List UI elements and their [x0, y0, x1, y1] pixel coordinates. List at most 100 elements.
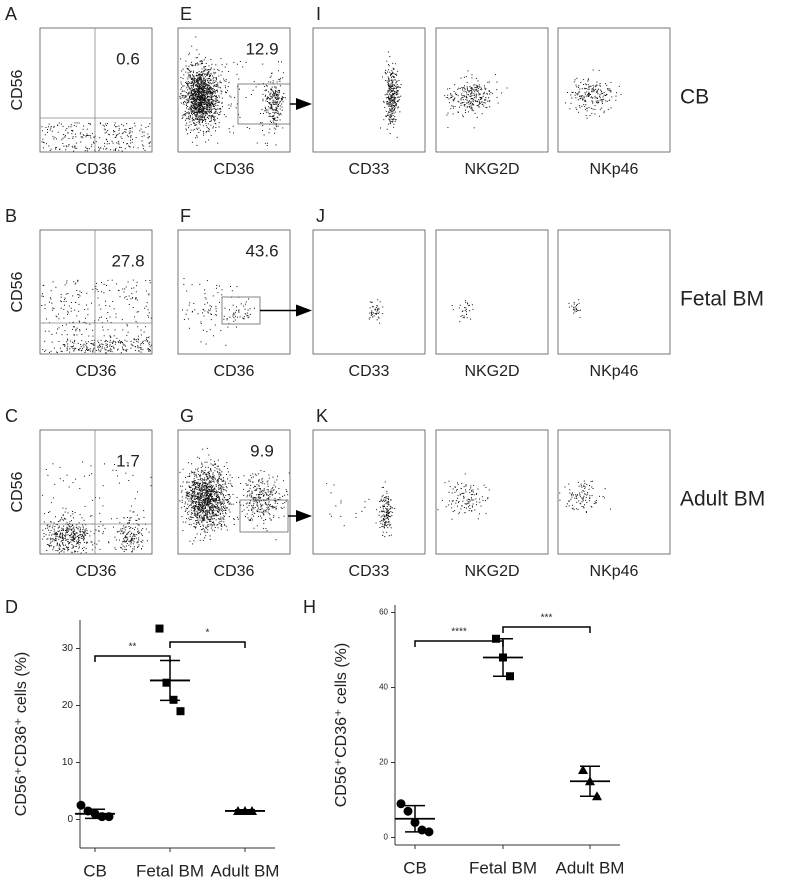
event-dot	[394, 108, 396, 109]
event-dot	[141, 548, 142, 550]
event-dot	[460, 98, 462, 100]
event-dot	[385, 72, 387, 74]
event-dot	[394, 98, 396, 100]
event-dot	[477, 80, 479, 82]
event-dot	[464, 307, 466, 309]
event-dot	[225, 344, 227, 346]
event-dot	[196, 107, 198, 109]
event-dot	[126, 334, 128, 336]
event-dot	[392, 111, 394, 113]
event-dot	[131, 141, 133, 143]
event-dot	[193, 89, 195, 91]
event-dot	[86, 128, 88, 130]
event-dot	[590, 97, 592, 99]
event-dot	[390, 106, 392, 107]
event-dot	[200, 95, 201, 97]
event-dot	[42, 529, 44, 531]
event-dot	[391, 79, 393, 81]
event-dot	[186, 83, 188, 85]
event-dot	[59, 347, 61, 349]
event-dot	[484, 99, 485, 101]
event-dot	[214, 100, 216, 102]
event-dot	[195, 96, 197, 98]
event-dot	[74, 533, 76, 535]
event-dot	[72, 295, 74, 297]
event-dot	[270, 75, 272, 77]
event-dot	[68, 145, 70, 147]
event-dot	[193, 75, 195, 77]
event-dot	[273, 119, 275, 120]
event-dot	[274, 100, 276, 102]
event-dot	[204, 496, 206, 498]
event-dot	[96, 543, 98, 545]
event-dot	[207, 312, 209, 314]
event-dot	[194, 506, 196, 508]
event-dot	[191, 112, 193, 114]
event-dot	[91, 133, 93, 135]
event-dot	[388, 98, 390, 100]
event-dot	[60, 294, 62, 295]
event-dot	[275, 103, 277, 105]
event-cloud	[42, 461, 152, 554]
event-dot	[76, 532, 78, 534]
event-dot	[106, 345, 108, 347]
event-dot	[191, 500, 193, 502]
event-dot	[273, 94, 275, 96]
event-dot	[116, 517, 118, 519]
event-dot	[199, 515, 200, 517]
event-dot	[116, 126, 118, 128]
event-dot	[466, 94, 468, 96]
event-dot	[114, 130, 116, 132]
event-dot	[395, 87, 397, 89]
event-dot	[207, 102, 209, 104]
event-dot	[205, 91, 207, 93]
event-dot	[231, 290, 233, 292]
event-dot	[391, 74, 392, 75]
event-dot	[389, 71, 391, 73]
event-dot	[197, 111, 199, 113]
event-dot	[61, 540, 63, 541]
event-dot	[74, 309, 76, 311]
event-dot	[66, 334, 68, 336]
event-dot	[188, 481, 190, 483]
event-dot	[205, 515, 207, 517]
event-dot	[197, 492, 199, 494]
event-dot	[580, 82, 582, 83]
event-dot	[75, 125, 77, 127]
event-dot	[191, 120, 193, 122]
event-dot	[92, 348, 94, 350]
event-dot	[470, 93, 472, 95]
event-dot	[185, 99, 187, 101]
event-dot	[107, 312, 109, 313]
event-dot	[208, 481, 210, 483]
event-dot	[217, 69, 219, 71]
event-dot	[90, 135, 92, 137]
event-dot	[465, 309, 467, 310]
event-dot	[122, 343, 124, 345]
event-dot	[56, 534, 58, 536]
event-dot	[126, 545, 128, 547]
event-dot	[395, 82, 397, 84]
event-dot	[76, 524, 78, 526]
event-dot	[147, 314, 149, 316]
event-dot	[85, 323, 87, 324]
event-dot	[496, 81, 498, 83]
event-dot	[130, 526, 132, 528]
event-dot	[276, 101, 278, 103]
event-dot	[602, 103, 603, 105]
event-dot	[250, 94, 252, 95]
event-dot	[392, 100, 394, 102]
event-dot	[140, 329, 142, 331]
event-dot	[106, 139, 108, 141]
event-dot	[265, 108, 267, 109]
event-dot	[200, 84, 202, 85]
event-dot	[193, 107, 195, 109]
event-dot	[206, 90, 208, 92]
event-dot	[195, 486, 197, 488]
event-dot	[229, 474, 231, 476]
event-dot	[198, 74, 200, 76]
event-dot	[111, 341, 113, 343]
event-dot	[470, 108, 472, 110]
event-dot	[229, 309, 230, 311]
event-dot	[223, 114, 225, 116]
